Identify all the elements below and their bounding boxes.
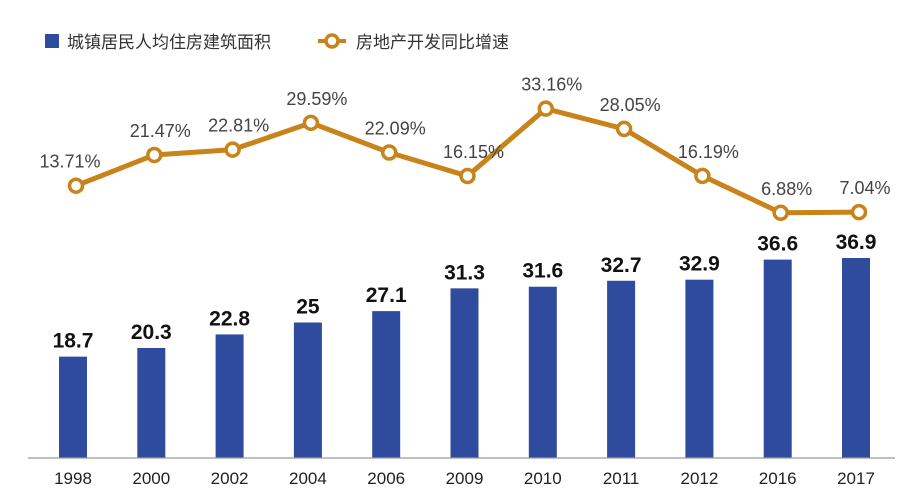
- x-tick-label: 2011: [603, 469, 640, 488]
- line-point: [694, 167, 711, 185]
- line-series: [67, 100, 868, 222]
- line-value-label: 16.19%: [678, 142, 739, 162]
- legend-bar-swatch: [45, 34, 59, 48]
- bar-value-label: 31.6: [522, 260, 563, 283]
- line-point: [380, 144, 398, 161]
- bar-value-label: 31.3: [444, 261, 485, 284]
- bar: [450, 288, 479, 458]
- bar: [137, 347, 166, 458]
- bar: [607, 280, 636, 458]
- line-point: [459, 167, 476, 185]
- bar-value-label: 25: [296, 296, 320, 319]
- x-tick-label: 2000: [132, 469, 170, 488]
- line-labels: 13.71% 21.47% 22.81% 29.59% 22.09% 16.15% 33.1…: [39, 75, 890, 199]
- line-value-label: 16.15%: [443, 142, 504, 162]
- bar: [842, 258, 870, 458]
- x-tick-label: 2016: [759, 469, 797, 488]
- bar-value-label: 20.3: [131, 321, 172, 344]
- bar: [215, 334, 244, 458]
- line-point: [537, 100, 555, 117]
- line-point: [67, 177, 85, 194]
- line-point: [146, 146, 163, 164]
- bar-value-label: 22.8: [209, 307, 250, 330]
- x-tick-label: 2017: [837, 469, 875, 488]
- bar: [372, 311, 401, 458]
- line-value-label: 6.88%: [761, 179, 812, 199]
- bar: [763, 259, 792, 458]
- line-point: [224, 141, 241, 158]
- line-value-label: 28.05%: [600, 95, 661, 115]
- x-tick-label: 2002: [211, 469, 249, 488]
- x-tick-labels: 1998 2000 2002 2004 2006 2009 2010 2011 2012 2016…: [54, 469, 875, 488]
- bar-series: [59, 258, 870, 458]
- line-value-label: 7.04%: [839, 178, 890, 198]
- bar-value-label: 32.7: [601, 254, 642, 277]
- bar-value-label: 18.7: [53, 330, 94, 353]
- line-value-label: 33.16%: [521, 75, 582, 95]
- line-point: [772, 204, 789, 222]
- bar-value-label: 36.9: [836, 231, 877, 254]
- bar-labels: 18.7 20.3 22.8 25 27.1 31.3 31.6 32.7 32.9 36.6 36…: [53, 231, 877, 353]
- legend: 城镇居民人均住房建筑面积 房地产开发同比增速: [45, 33, 509, 53]
- x-tick-label: 2009: [446, 469, 484, 488]
- line-value-label: 22.09%: [365, 119, 426, 139]
- line-point: [850, 203, 868, 221]
- bar-value-label: 27.1: [366, 284, 407, 307]
- bar-value-label: 32.9: [679, 253, 720, 276]
- line-value-label: 22.81%: [208, 116, 269, 136]
- x-tick-label: 2012: [680, 469, 718, 488]
- bar: [685, 279, 714, 458]
- bar: [293, 322, 322, 458]
- line-value-label: 29.59%: [286, 89, 347, 109]
- bar: [528, 286, 557, 458]
- line-point: [302, 114, 320, 132]
- legend-bar-label: 城镇居民人均住房建筑面积: [67, 33, 271, 53]
- line-value-label: 13.71%: [39, 152, 100, 172]
- bar: [59, 356, 87, 458]
- line-value-label: 21.47%: [130, 121, 191, 141]
- legend-line-marker: [324, 33, 340, 49]
- x-tick-label: 1998: [54, 469, 92, 488]
- bar-value-label: 36.6: [757, 233, 798, 256]
- x-tick-label: 2004: [289, 469, 327, 488]
- line-point: [615, 120, 633, 138]
- x-tick-label: 2010: [524, 469, 562, 488]
- legend-line-label: 房地产开发同比增速: [356, 33, 509, 53]
- x-tick-label: 2006: [367, 469, 405, 488]
